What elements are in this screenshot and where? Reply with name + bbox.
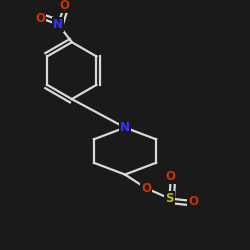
Text: N: N bbox=[53, 18, 63, 31]
Text: N: N bbox=[120, 121, 130, 134]
Text: O: O bbox=[141, 182, 151, 195]
Text: O: O bbox=[166, 170, 176, 183]
Text: O: O bbox=[36, 12, 46, 25]
Text: O: O bbox=[60, 0, 70, 12]
Text: O: O bbox=[188, 194, 198, 207]
Text: S: S bbox=[165, 192, 174, 205]
